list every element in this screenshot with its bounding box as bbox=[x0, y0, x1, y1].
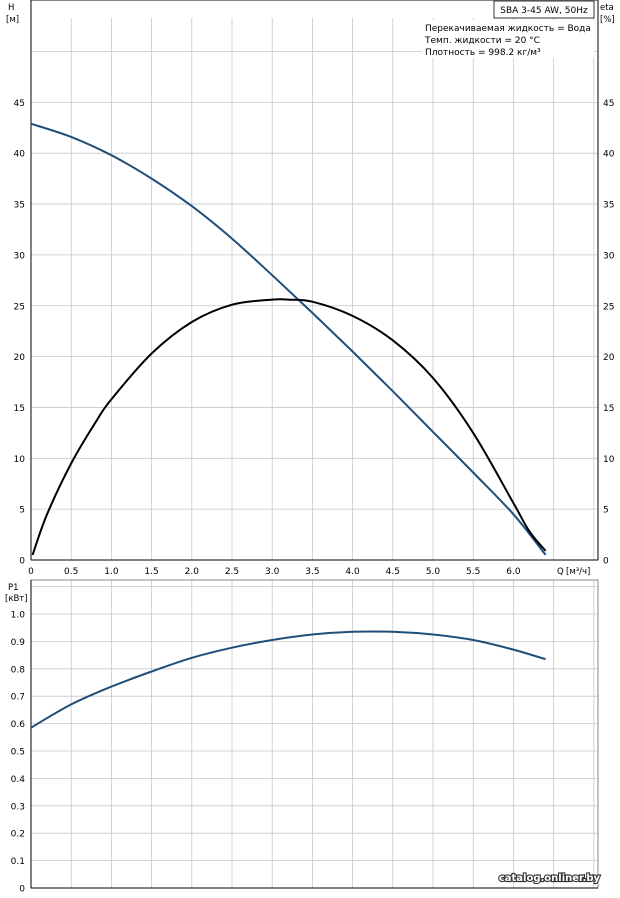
x-tick-label: 3.0 bbox=[265, 567, 280, 577]
y-left-tick-label: 45 bbox=[14, 99, 25, 109]
top-plot-frame bbox=[30, 0, 599, 561]
head-curve bbox=[30, 122, 547, 556]
title-box bbox=[493, 0, 595, 19]
y-right-name: eta bbox=[600, 3, 614, 13]
p1-tick-label: 1.0 bbox=[11, 611, 26, 621]
y-left-tick-label: 40 bbox=[14, 150, 26, 160]
x-tick-label: 5.5 bbox=[466, 567, 480, 577]
x-tick-label: 2.5 bbox=[225, 567, 239, 577]
p1-tick-label: 0.6 bbox=[11, 720, 26, 730]
p1-tick-label: 0.1 bbox=[11, 857, 25, 867]
y-left-tick-label: 30 bbox=[14, 251, 26, 261]
info-liquid: Перекачиваемая жидкость = Вода bbox=[425, 24, 591, 34]
x-tick-label: 4.0 bbox=[345, 567, 360, 577]
p1-tick-label: 0.3 bbox=[11, 802, 25, 812]
p1-tick-label: 0.4 bbox=[11, 775, 26, 785]
bottom-grid bbox=[30, 580, 598, 888]
x-tick-label: 1.0 bbox=[104, 567, 119, 577]
y-left-tick-label: 20 bbox=[14, 353, 26, 363]
x-tick-label: 4.5 bbox=[386, 567, 400, 577]
y-right-tick-label: 35 bbox=[603, 201, 614, 211]
efficiency-curve bbox=[31, 298, 547, 556]
bottom-axes bbox=[30, 579, 599, 889]
y-right-tick-label: 40 bbox=[603, 150, 615, 160]
y-left-name: H bbox=[8, 3, 14, 13]
x-tick-label: 5.0 bbox=[426, 567, 441, 577]
top-grid bbox=[30, 18, 598, 560]
info-background bbox=[422, 20, 594, 58]
bottom-plot-frame bbox=[30, 579, 599, 889]
p1-tick-label: 0.2 bbox=[11, 830, 25, 840]
x-tick-label: 0.5 bbox=[64, 567, 78, 577]
x-tick-label: 3.5 bbox=[305, 567, 319, 577]
x-tick-label: 2.0 bbox=[185, 567, 200, 577]
y-right-tick-label: 5 bbox=[603, 506, 609, 516]
p1-axis-unit: [кВт] bbox=[5, 594, 28, 604]
y-right-tick-label: 20 bbox=[603, 353, 615, 363]
info-density: Плотность = 998.2 кг/м³ bbox=[425, 48, 541, 58]
p1-tick-label: 0.5 bbox=[11, 748, 25, 758]
y-left-tick-label: 25 bbox=[14, 302, 25, 312]
p1-tick-label: 0.7 bbox=[11, 693, 25, 703]
y-left-tick-label: 35 bbox=[14, 201, 25, 211]
x-axis-name: Q bbox=[557, 567, 564, 577]
y-right-tick-label: 45 bbox=[603, 99, 614, 109]
info-temperature: Темп. жидкости = 20 °C bbox=[424, 36, 540, 46]
y-right-tick-label: 15 bbox=[603, 404, 614, 414]
y-right-unit: [%] bbox=[600, 15, 615, 25]
x-tick-label: 0 bbox=[28, 567, 34, 577]
y-right-tick-label: 30 bbox=[603, 251, 615, 261]
watermark: catalog.onliner.by bbox=[499, 873, 601, 884]
y-left-tick-label: 10 bbox=[14, 455, 26, 465]
top-curves bbox=[30, 122, 547, 556]
p1-tick-label: 0 bbox=[19, 885, 25, 895]
x-tick-label: 6.0 bbox=[506, 567, 521, 577]
y-left-tick-label: 15 bbox=[14, 404, 25, 414]
bottom-curves bbox=[30, 630, 546, 729]
top-axes bbox=[30, 0, 599, 561]
power-curve bbox=[30, 630, 546, 729]
y-left-tick-label: 0 bbox=[19, 557, 25, 567]
y-right-tick-label: 0 bbox=[603, 557, 609, 567]
p1-tick-label: 0.8 bbox=[11, 665, 26, 675]
chart-title: SBA 3-45 AW, 50Hz bbox=[500, 6, 588, 16]
x-axis-unit: [м³/ч] bbox=[566, 567, 590, 577]
bottom-tick-labels: 0 0.1 0.2 0.3 0.4 0.5 0.6 0.7 0.8 0.9 1.0 bbox=[11, 611, 26, 895]
p1-tick-label: 0.9 bbox=[11, 638, 26, 648]
y-right-tick-label: 10 bbox=[603, 455, 615, 465]
y-left-unit: [м] bbox=[6, 15, 19, 25]
x-tick-label: 1.5 bbox=[144, 567, 158, 577]
p1-axis-name: P1 bbox=[8, 583, 19, 593]
y-left-tick-label: 5 bbox=[19, 506, 25, 516]
y-right-tick-label: 25 bbox=[603, 302, 614, 312]
